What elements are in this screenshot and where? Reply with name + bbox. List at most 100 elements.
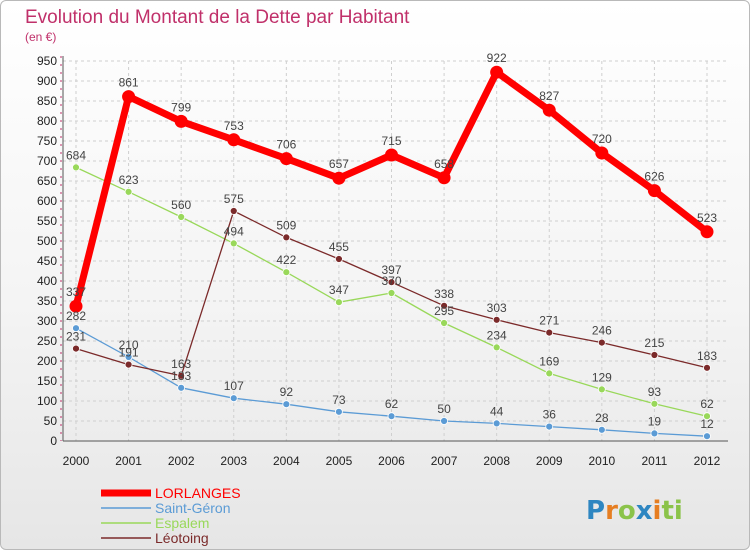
data-point-saint-g-ron [597, 425, 606, 434]
data-label-espalem: 494 [224, 224, 244, 238]
data-label-l-otoing: 303 [487, 301, 507, 315]
data-point-lorlanges [279, 152, 293, 166]
logo-letter: o [618, 496, 636, 526]
data-label-lorlanges: 799 [171, 100, 191, 114]
data-label-saint-g-ron: 62 [385, 397, 399, 411]
data-label-espalem: 422 [276, 253, 296, 267]
data-label-espalem: 93 [648, 385, 662, 399]
x-tick-label: 2010 [588, 454, 615, 468]
data-point-lorlanges [227, 133, 241, 147]
data-label-saint-g-ron: 282 [66, 309, 86, 323]
x-tick-label: 2008 [483, 454, 510, 468]
data-point-espalem [335, 298, 343, 307]
data-label-lorlanges: 922 [487, 51, 507, 65]
data-point-l-otoing [229, 207, 238, 215]
data-point-saint-g-ron [650, 429, 659, 438]
chart-title: Evolution du Montant de la Dette par Hab… [25, 7, 410, 28]
data-point-l-otoing [124, 360, 133, 369]
x-tick-label: 2007 [431, 454, 458, 468]
data-label-saint-g-ron: 107 [224, 379, 244, 393]
data-label-saint-g-ron: 28 [595, 411, 609, 425]
logo-letter: t [661, 496, 673, 526]
data-point-l-otoing [282, 233, 291, 242]
data-point-espalem [545, 369, 554, 378]
y-tick-label: 700 [37, 154, 57, 168]
data-point-espalem [650, 399, 659, 408]
y-tick-label: 300 [37, 314, 57, 328]
y-tick-label: 500 [37, 234, 57, 248]
data-label-saint-g-ron: 19 [648, 414, 662, 428]
y-tick-label: 600 [37, 194, 57, 208]
legend-label-lorlanges: LORLANGES [155, 485, 241, 501]
data-point-lorlanges [437, 171, 451, 185]
data-label-espalem: 560 [171, 198, 191, 212]
data-point-saint-g-ron [703, 432, 711, 441]
y-tick-label: 650 [37, 174, 57, 188]
data-label-espalem: 295 [434, 304, 454, 318]
data-point-lorlanges [595, 146, 609, 160]
logo-letter: i [653, 496, 662, 526]
y-tick-label: 200 [37, 354, 57, 368]
data-point-saint-g-ron [72, 324, 80, 333]
data-label-l-otoing: 246 [592, 324, 612, 338]
data-point-lorlanges [490, 65, 504, 79]
data-label-espalem: 370 [381, 274, 401, 288]
data-point-saint-g-ron [124, 353, 133, 361]
data-point-lorlanges [69, 299, 83, 313]
x-tick-label: 2011 [642, 454, 668, 468]
data-point-espalem [229, 239, 238, 248]
data-label-lorlanges: 861 [119, 76, 139, 90]
data-label-saint-g-ron: 44 [490, 404, 504, 418]
x-tick-label: 2009 [536, 454, 563, 468]
data-point-espalem [440, 319, 448, 327]
data-label-espalem: 684 [66, 148, 86, 162]
y-tick-label: 950 [37, 54, 57, 68]
data-point-saint-g-ron [282, 400, 291, 409]
data-label-lorlanges: 827 [539, 89, 559, 103]
data-point-l-otoing [650, 351, 659, 359]
y-tick-label: 850 [37, 94, 57, 108]
data-point-l-otoing [177, 371, 186, 380]
data-point-saint-g-ron [545, 422, 554, 431]
data-point-lorlanges [174, 114, 188, 128]
data-point-espalem [387, 289, 396, 297]
y-tick-label: 150 [37, 374, 57, 388]
legend-label-l-otoing: Léotoing [155, 530, 209, 546]
data-point-l-otoing [72, 344, 80, 353]
data-point-lorlanges [332, 171, 346, 185]
data-label-l-otoing: 397 [381, 263, 401, 277]
y-tick-label: 400 [37, 274, 57, 288]
data-point-l-otoing [597, 338, 606, 347]
data-point-espalem [282, 268, 291, 277]
data-label-lorlanges: 720 [592, 132, 612, 146]
data-point-saint-g-ron [440, 417, 448, 425]
y-tick-label: 250 [37, 334, 57, 348]
data-point-saint-g-ron [335, 407, 343, 416]
data-point-lorlanges [385, 148, 398, 162]
data-point-l-otoing [335, 255, 343, 263]
x-tick-label: 2000 [63, 454, 90, 468]
data-label-l-otoing: 163 [171, 357, 191, 371]
data-point-espalem [124, 187, 133, 196]
chart-subtitle: (en €) [25, 30, 56, 44]
y-tick-label: 750 [37, 134, 57, 148]
data-label-espalem: 623 [119, 173, 139, 187]
y-tick-label: 550 [37, 214, 57, 228]
logo-letter: i [674, 496, 683, 526]
x-tick-label: 2003 [220, 454, 247, 468]
data-point-l-otoing [440, 301, 448, 310]
logo-letter: x [636, 496, 653, 526]
data-point-lorlanges [700, 225, 714, 239]
data-point-saint-g-ron [492, 419, 501, 428]
y-tick-label: 350 [37, 294, 57, 308]
y-tick-label: 800 [37, 114, 57, 128]
data-label-saint-g-ron: 36 [543, 408, 557, 422]
data-label-espalem: 129 [592, 370, 612, 384]
data-label-lorlanges: 715 [381, 134, 401, 148]
y-tick-label: 0 [50, 434, 57, 448]
data-label-lorlanges: 523 [697, 211, 717, 225]
data-label-espalem: 347 [329, 283, 349, 297]
data-label-lorlanges: 626 [644, 170, 664, 184]
